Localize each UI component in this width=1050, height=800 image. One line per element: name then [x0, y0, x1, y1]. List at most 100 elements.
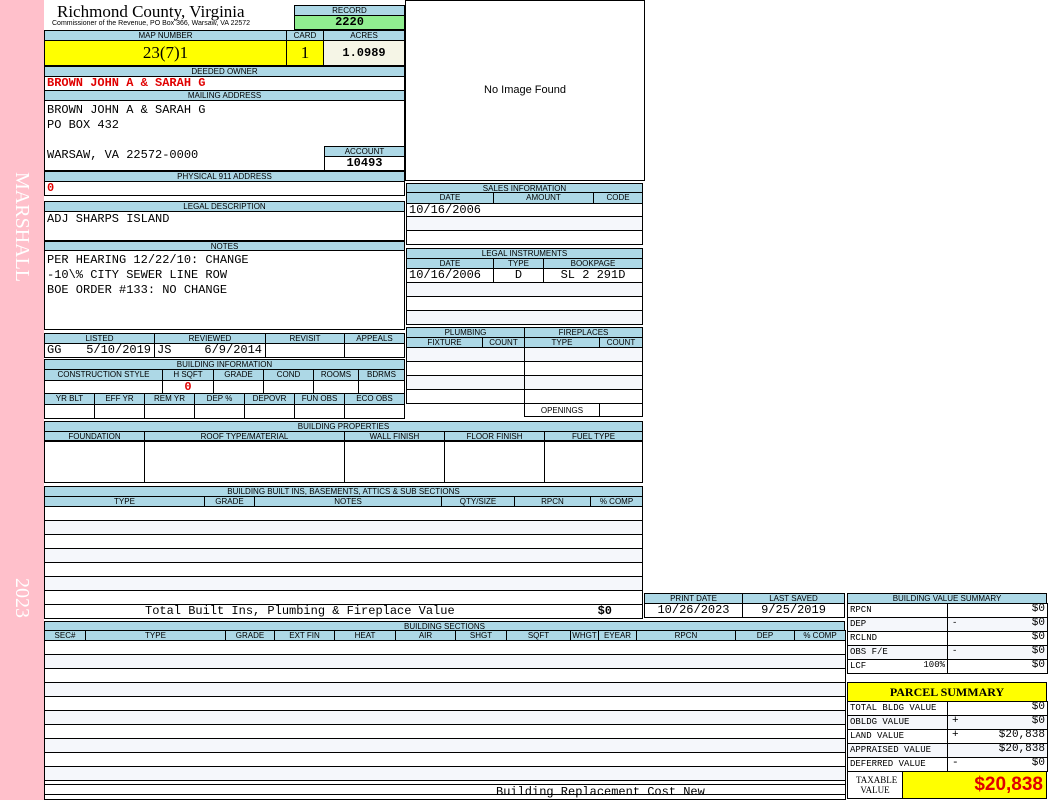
bi-value [294, 404, 345, 419]
builtins-total: $0 [597, 604, 612, 618]
owner-name: BROWN JOHN A & SARAH G [44, 76, 405, 91]
map-number: 23(7)1 [44, 40, 287, 66]
county-title: Richmond County, Virginia [57, 2, 245, 21]
parcel-label: LAND VALUE [847, 729, 948, 744]
bvs-label: DEP [847, 617, 948, 632]
mailing-address: BROWN JOHN A & SARAH G PO BOX 432 WARSAW, … [44, 100, 405, 171]
parcel-sign: + [952, 715, 959, 727]
bi-value [244, 404, 295, 419]
print-date: 10/26/2023 [644, 603, 743, 618]
listed-value: GG 5/10/2019 [44, 343, 155, 358]
lcf-percent: 100% [923, 660, 945, 670]
bvs-label: OBS F/E [847, 645, 948, 660]
sale-row [406, 230, 643, 245]
property-value [44, 440, 145, 483]
note-line: -10\% CITY SEWER LINE ROW [47, 268, 228, 282]
record-value: 2220 [294, 15, 405, 30]
property-value [344, 440, 445, 483]
property-value [544, 440, 643, 483]
bvs-sign: - [952, 646, 958, 656]
bvs-value: $0 [1031, 631, 1045, 643]
property-value [444, 440, 545, 483]
bi-value [194, 404, 245, 419]
side-name: MARSHALL [11, 172, 33, 283]
property-col-header: FUEL TYPE [544, 431, 643, 442]
parcel-summary-title: PARCEL SUMMARY [847, 682, 1047, 702]
reviewed-by: JS [157, 343, 172, 357]
builtin-row [44, 520, 643, 535]
builtin-row [44, 534, 643, 549]
revisit-value [265, 343, 345, 358]
listed-date: 5/10/2019 [86, 343, 151, 357]
plumbing-row [406, 361, 525, 376]
parcel-value: $20,838 [998, 729, 1045, 741]
physical-address: 0 [44, 181, 405, 196]
parcel-sign: - [952, 757, 959, 769]
county-subtitle: Commissioner of the Revenue, PO Box 366,… [52, 20, 251, 27]
note-line: PER HEARING 12/22/10: CHANGE [47, 253, 249, 267]
section-row [44, 696, 846, 711]
reviewed-value: JS 6/9/2014 [154, 343, 266, 358]
plumbing-row [406, 389, 525, 404]
card-number: 1 [286, 40, 324, 66]
acres: 1.0989 [323, 40, 405, 66]
builtins-total-row: Total Built Ins, Plumbing & Fireplace Va… [44, 604, 643, 619]
parcel-label: TOTAL BLDG VALUE [847, 701, 948, 716]
property-value [144, 440, 345, 483]
builtin-row [44, 576, 643, 591]
section-row [44, 640, 846, 655]
replacement-cost-label: Building Replacement Cost New [496, 785, 705, 799]
bi-value [144, 404, 195, 419]
openings-label: OPENINGS [524, 403, 600, 417]
builtins-total-label: Total Built Ins, Plumbing & Fireplace Va… [145, 604, 455, 618]
parcel-label: APPRAISED VALUE [847, 743, 948, 758]
parcel-label: OBLDG VALUE [847, 715, 948, 730]
bi-value [358, 380, 405, 394]
parcel-value: $20,838 [998, 743, 1045, 755]
fireplace-row [524, 347, 643, 362]
no-image-text: No Image Found [484, 84, 566, 96]
side-year: 2023 [11, 578, 33, 618]
section-row [44, 654, 846, 669]
section-row [44, 738, 846, 753]
parcel-value: $0 [1031, 757, 1045, 769]
note-line: BOE ORDER #133: NO CHANGE [47, 283, 228, 297]
reviewed-date: 6/9/2014 [204, 343, 262, 357]
instrument-date: 10/16/2006 [406, 268, 494, 283]
builtin-row [44, 562, 643, 577]
mail-line: PO BOX 432 [47, 118, 120, 132]
section-row [44, 752, 846, 767]
bi-value [344, 404, 405, 419]
section-row [44, 710, 846, 725]
plumbing-row [406, 347, 525, 362]
legal-description: ADJ SHARPS ISLAND [44, 211, 405, 241]
instrument-bookpage: SL 2 291D [543, 268, 643, 283]
parcel-sign: + [952, 729, 959, 741]
parcel-image: No Image Found [405, 0, 645, 181]
fireplace-row [524, 361, 643, 376]
bvs-value: $0 [1031, 645, 1045, 657]
bvs-sign: - [952, 618, 958, 628]
bi-value [313, 380, 359, 394]
parcel-value: $0 [1031, 715, 1045, 727]
bi-value [94, 404, 145, 419]
side-band [0, 0, 44, 800]
last-saved: 9/25/2019 [742, 603, 845, 618]
sale-row [406, 216, 643, 231]
bvs-value-cell [947, 659, 1048, 674]
builtin-row [44, 590, 643, 605]
mail-line: BROWN JOHN A & SARAH G [47, 103, 206, 117]
h-sqft-value: 0 [162, 380, 214, 394]
notes: PER HEARING 12/22/10: CHANGE -10\% CITY S… [44, 250, 405, 330]
bvs-label: RCLND [847, 631, 948, 646]
section-footer-row [44, 784, 846, 800]
bvs-value: $0 [1031, 603, 1045, 615]
plumbing-row [406, 375, 525, 390]
instrument-row [406, 296, 643, 311]
fireplace-row [524, 389, 643, 404]
bi-value [44, 380, 163, 394]
builtin-row [44, 506, 643, 521]
listed-by: GG [47, 343, 62, 357]
mail-line: WARSAW, VA 22572-0000 [47, 148, 199, 162]
openings-value [599, 403, 643, 417]
